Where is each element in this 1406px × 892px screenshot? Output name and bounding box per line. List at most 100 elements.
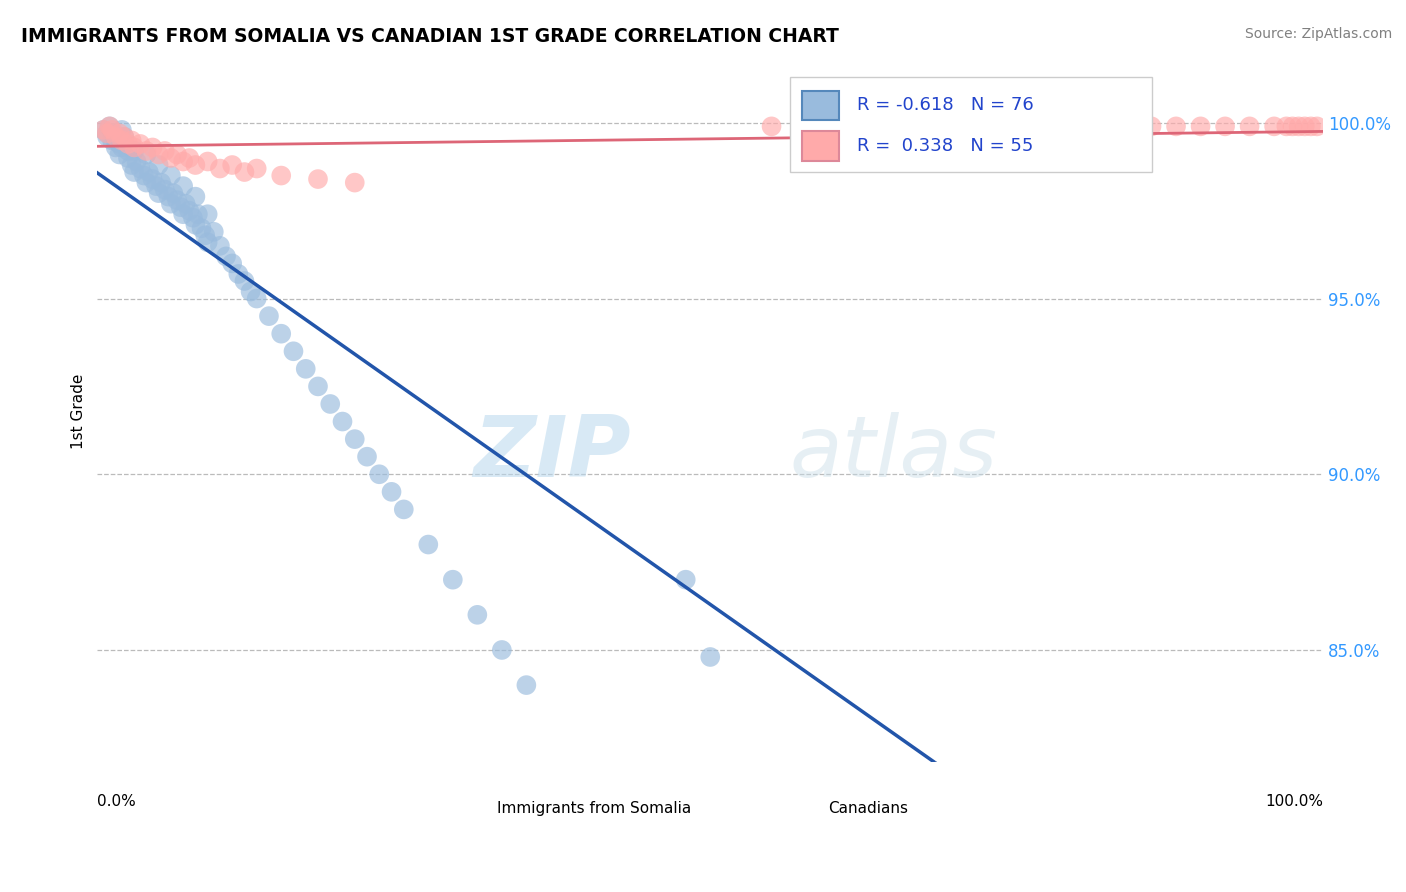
Point xyxy=(1281,120,1303,134)
Point xyxy=(343,432,366,446)
Point xyxy=(141,140,163,154)
Point xyxy=(111,133,134,147)
Point xyxy=(101,123,124,137)
Point xyxy=(197,154,219,169)
Point xyxy=(187,207,209,221)
Point xyxy=(135,176,157,190)
FancyBboxPatch shape xyxy=(790,78,1152,172)
Point xyxy=(125,154,148,169)
Point xyxy=(181,211,204,225)
Point xyxy=(172,179,194,194)
Point xyxy=(194,228,217,243)
Point xyxy=(117,144,139,158)
Point xyxy=(1213,120,1236,134)
Point xyxy=(1306,120,1329,134)
Point xyxy=(380,484,402,499)
Point xyxy=(174,196,197,211)
Point xyxy=(160,151,183,165)
Point xyxy=(190,221,212,235)
Point xyxy=(221,256,243,270)
Point xyxy=(108,147,131,161)
Text: 100.0%: 100.0% xyxy=(1265,794,1323,809)
Point xyxy=(1299,120,1322,134)
Point xyxy=(104,129,127,144)
Point xyxy=(197,207,219,221)
Point xyxy=(148,186,170,201)
Point xyxy=(1239,120,1261,134)
Point xyxy=(98,120,121,134)
Point xyxy=(122,165,145,179)
Point xyxy=(699,650,721,665)
Point xyxy=(179,151,201,165)
Point xyxy=(170,200,193,214)
Point xyxy=(896,120,918,134)
Text: IMMIGRANTS FROM SOMALIA VS CANADIAN 1ST GRADE CORRELATION CHART: IMMIGRANTS FROM SOMALIA VS CANADIAN 1ST … xyxy=(21,27,839,45)
Point xyxy=(197,235,219,250)
Point xyxy=(96,127,118,141)
Point xyxy=(257,309,280,323)
Text: R = -0.618   N = 76: R = -0.618 N = 76 xyxy=(858,96,1033,114)
Point xyxy=(141,172,163,186)
Point xyxy=(129,136,152,151)
Point xyxy=(112,136,135,151)
FancyBboxPatch shape xyxy=(790,801,818,822)
Point xyxy=(129,161,152,176)
Point xyxy=(208,239,231,253)
Point xyxy=(870,120,893,134)
Point xyxy=(246,161,269,176)
Point xyxy=(392,502,415,516)
Point xyxy=(1275,120,1298,134)
Point xyxy=(221,158,243,172)
Point xyxy=(111,140,134,154)
Point xyxy=(993,120,1015,134)
Point xyxy=(108,136,131,151)
Point xyxy=(104,133,127,147)
Y-axis label: 1st Grade: 1st Grade xyxy=(72,374,86,449)
Point xyxy=(179,203,201,218)
Point xyxy=(761,120,783,134)
Point xyxy=(1189,120,1212,134)
Text: Immigrants from Somalia: Immigrants from Somalia xyxy=(496,801,692,815)
Point xyxy=(283,344,305,359)
Point xyxy=(166,193,188,207)
Point xyxy=(112,129,135,144)
Point xyxy=(101,133,124,147)
Point xyxy=(368,467,391,482)
Point xyxy=(96,127,118,141)
Point xyxy=(307,172,329,186)
Point xyxy=(270,169,292,183)
Point xyxy=(1164,120,1187,134)
Point xyxy=(148,147,170,161)
Point xyxy=(969,120,991,134)
Point xyxy=(467,607,489,622)
Text: atlas: atlas xyxy=(790,412,998,495)
Point xyxy=(112,129,135,144)
Point xyxy=(160,196,183,211)
Point xyxy=(101,127,124,141)
Point xyxy=(111,123,134,137)
Point xyxy=(160,169,183,183)
Point xyxy=(215,249,238,263)
Point xyxy=(122,144,145,158)
Point xyxy=(239,285,262,299)
Point xyxy=(121,133,143,147)
Point xyxy=(1288,120,1310,134)
Point xyxy=(233,165,256,179)
Point xyxy=(1067,120,1090,134)
Point xyxy=(226,267,249,281)
Point xyxy=(343,176,366,190)
Point xyxy=(515,678,537,692)
FancyBboxPatch shape xyxy=(803,131,839,161)
Point xyxy=(1294,120,1316,134)
Point xyxy=(184,158,207,172)
Point xyxy=(104,140,127,154)
Point xyxy=(166,147,188,161)
Point xyxy=(1018,120,1040,134)
Point xyxy=(356,450,378,464)
Point xyxy=(319,397,342,411)
Point xyxy=(93,123,115,137)
Point xyxy=(920,120,942,134)
Point xyxy=(157,189,180,203)
FancyBboxPatch shape xyxy=(458,801,486,822)
Point xyxy=(1263,120,1285,134)
